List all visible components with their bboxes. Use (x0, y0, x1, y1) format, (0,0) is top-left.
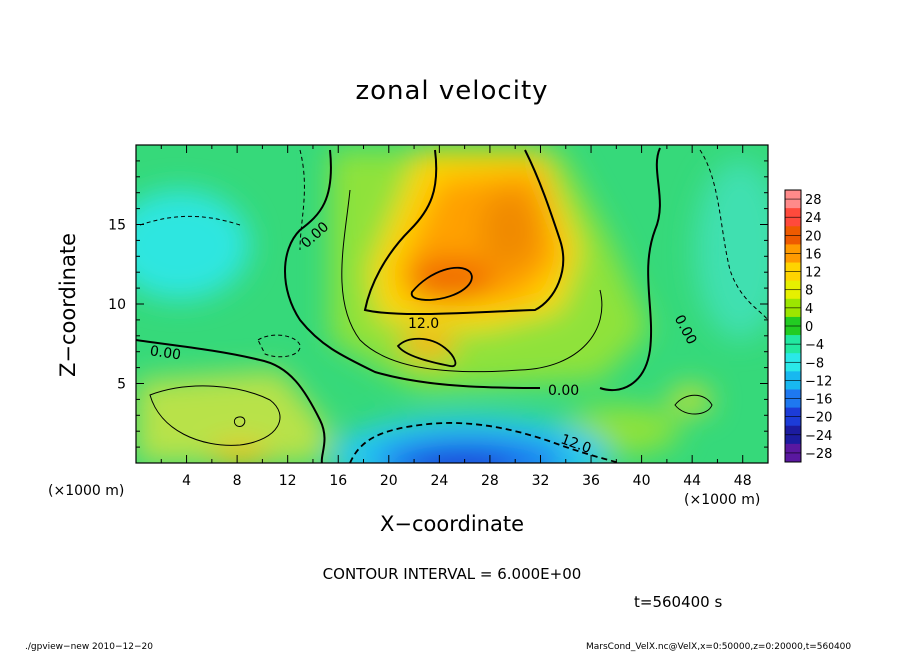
colorbar-label: 4 (805, 302, 813, 317)
x-tick-label: 28 (481, 473, 499, 489)
x-tick-label: 8 (233, 473, 242, 489)
x-tick-label: 20 (380, 473, 398, 489)
colorbar-label: 16 (805, 247, 822, 262)
x-tick-label: 32 (532, 473, 550, 489)
y-tick-label: 5 (117, 377, 126, 393)
x-tick-label: 48 (734, 473, 752, 489)
x-tick-label: 12 (279, 473, 297, 489)
time-label: t=560400 s (634, 593, 723, 611)
colorbar-label: −12 (805, 374, 832, 389)
contour-label: 12.0 (408, 316, 439, 332)
y-axis-label: Z−coordinate (56, 233, 80, 377)
footer-left: ./gpview−new 2010−12−20 (25, 642, 153, 652)
x-axis-label: X−coordinate (380, 512, 524, 536)
colorbar-label: −28 (805, 447, 832, 462)
contour-lines (136, 147, 768, 463)
colorbar: 28 24 20 16 12 8 4 0 −4 −8 −12 −16 −20 −24 −28 (784, 189, 832, 463)
x-tick-label: 24 (430, 473, 448, 489)
colorbar-label: −20 (805, 411, 832, 426)
contour-interval: CONTOUR INTERVAL = 6.000E+00 (322, 565, 582, 583)
colorbar-label: −4 (805, 338, 824, 353)
contour-label: 0.00 (548, 383, 579, 399)
x-tick-label: 40 (633, 473, 651, 489)
x-axis-ticks: 4 8 12 16 20 24 28 32 36 40 44 48 (160, 145, 752, 489)
contour-label: 0.00 (149, 343, 182, 363)
color-field (136, 145, 768, 463)
colorbar-label: 8 (805, 284, 813, 299)
chart-title: zonal velocity (355, 76, 549, 106)
y-axis-ticks: 5 10 15 (108, 160, 768, 448)
footer-right: MarsCond_VelX.nc@VelX,x=0:50000,z=0:2000… (586, 642, 852, 652)
colorbar-label: 28 (805, 193, 822, 208)
colorbar-label: 20 (805, 229, 822, 244)
x-tick-label: 16 (329, 473, 347, 489)
colorbar-label: −24 (805, 429, 832, 444)
colorbar-label: 24 (805, 211, 822, 226)
y-tick-label: 10 (108, 297, 126, 313)
x-unit-label-right: (×1000 m) (684, 492, 761, 508)
x-unit-label: (×1000 m) (48, 483, 125, 499)
x-tick-label: 44 (683, 473, 701, 489)
y-tick-label: 15 (108, 218, 126, 234)
x-tick-label: 4 (182, 473, 191, 489)
colorbar-label: 0 (805, 320, 813, 335)
colorbar-label: 12 (805, 266, 822, 281)
x-tick-label: 36 (582, 473, 600, 489)
colorbar-label: −8 (805, 356, 824, 371)
colorbar-label: −16 (805, 393, 832, 408)
